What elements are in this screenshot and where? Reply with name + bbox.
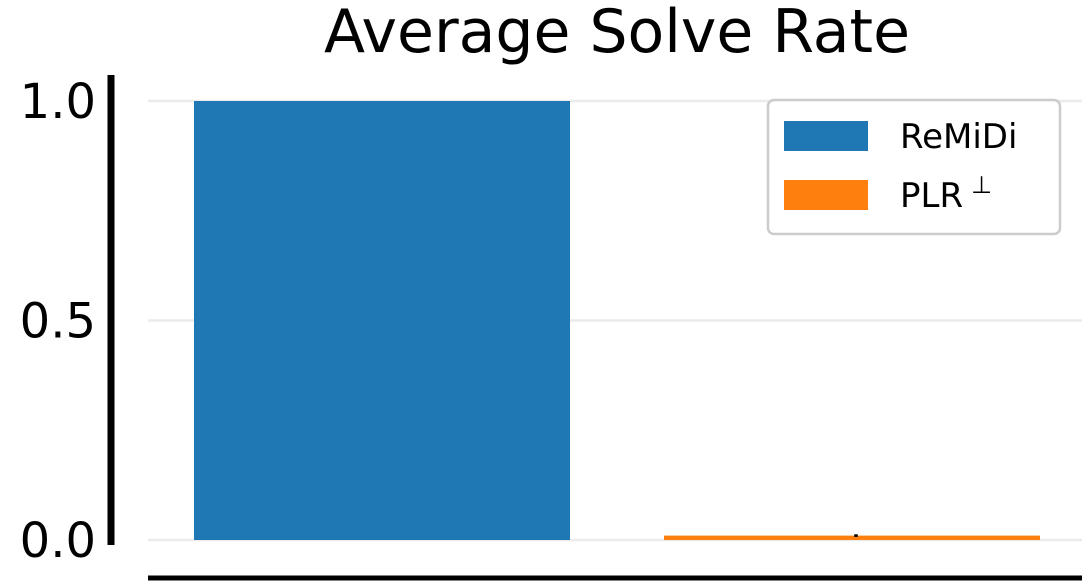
- y-tick-label: 1.0: [20, 74, 96, 130]
- y-tick-labels: 0.0 0.5 1.0: [20, 74, 96, 569]
- bar-plr: [664, 535, 1040, 540]
- y-tick-label: 0.0: [20, 513, 96, 569]
- bars: [194, 101, 1040, 540]
- chart-title: Average Solve Rate: [324, 0, 910, 67]
- legend-label-plr: PLR ⊥: [900, 171, 992, 216]
- y-tick-label: 0.5: [20, 294, 96, 350]
- legend-swatch-plr: [784, 180, 868, 210]
- legend: ReMiDi PLR ⊥: [766, 98, 1062, 236]
- legend-swatch-remidi: [784, 121, 868, 151]
- legend-entries: ReMiDi PLR ⊥: [784, 117, 1017, 216]
- bar-remidi: [194, 101, 570, 540]
- legend-label-remidi: ReMiDi: [900, 117, 1017, 157]
